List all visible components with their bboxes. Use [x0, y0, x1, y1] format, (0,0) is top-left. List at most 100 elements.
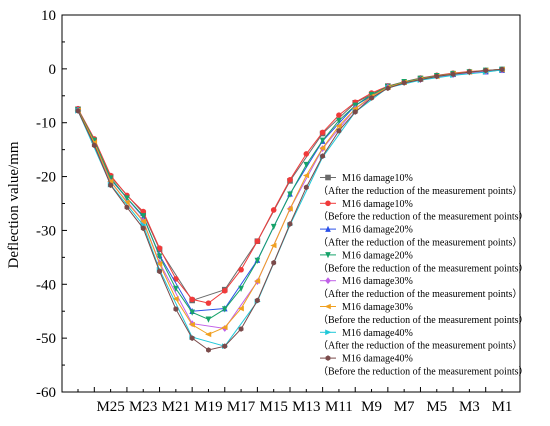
data-point [173, 306, 179, 312]
y-tick-label: 10 [41, 8, 56, 24]
data-point [189, 309, 195, 316]
legend-label: M16 damage10% [342, 199, 413, 210]
legend-marker [325, 174, 331, 181]
data-point [385, 85, 391, 92]
legend-label: M16 damage30% [342, 302, 413, 313]
data-point [188, 321, 195, 328]
legend-note: （After the reduction of the measurement … [318, 340, 522, 352]
data-point [156, 253, 163, 260]
data-point [91, 142, 97, 149]
legend-item: M16 damage20%（After the reduction of the… [318, 225, 522, 249]
data-point [254, 257, 261, 264]
data-point [75, 108, 81, 114]
data-point [466, 69, 472, 75]
data-point [401, 80, 407, 86]
legend-label: M16 damage40% [342, 354, 413, 365]
x-tick-label: M7 [394, 399, 415, 415]
legend-marker [325, 277, 331, 285]
data-point [205, 300, 212, 306]
data-point [189, 335, 195, 341]
data-point [221, 287, 228, 294]
x-tick-label: M21 [162, 399, 190, 415]
legend-item: M16 damage20%（Before the reduction of th… [318, 250, 529, 274]
data-point [303, 184, 309, 191]
x-tick-label: M3 [459, 399, 480, 415]
legend-label: M16 damage30% [342, 276, 413, 287]
legend-note: （Before the reduction of the measurement… [318, 366, 529, 378]
data-point [336, 112, 342, 118]
legend-note: （Before the reduction of the measurement… [318, 262, 529, 274]
data-point [450, 71, 456, 78]
data-point [286, 206, 293, 212]
y-tick-label: -10 [36, 116, 56, 132]
data-point [205, 316, 212, 323]
y-tick-label: 0 [49, 62, 57, 78]
data-point [418, 76, 423, 83]
data-point [270, 242, 277, 249]
legend-note: （Before the reduction of the measurement… [318, 211, 529, 223]
data-point [156, 261, 163, 267]
legend-marker [325, 225, 331, 232]
legend-note: （After the reduction of the measurement … [318, 237, 522, 249]
data-point [287, 177, 293, 183]
data-point [237, 305, 244, 312]
data-point [336, 117, 342, 124]
legend-label: M16 damage20% [342, 250, 413, 261]
data-point [139, 218, 147, 225]
data-point [254, 297, 260, 304]
data-point [221, 306, 228, 313]
data-point [205, 331, 212, 338]
data-point [238, 285, 244, 292]
legend-note: （Before the reduction of the measurement… [318, 314, 529, 326]
data-point [108, 182, 114, 188]
legend-marker [324, 303, 331, 310]
legend-note: （After the reduction of the measurement … [318, 288, 522, 300]
data-point [270, 223, 277, 231]
x-tick-label: M15 [260, 399, 288, 415]
data-point [238, 326, 244, 332]
series-layer [74, 66, 506, 353]
y-tick-label: -60 [36, 385, 56, 401]
data-point [336, 127, 342, 134]
data-point [499, 66, 505, 73]
data-point [434, 73, 440, 80]
x-tick-label: M23 [129, 399, 157, 415]
data-point [302, 172, 310, 179]
data-point [483, 67, 489, 74]
x-tick-label: M5 [426, 399, 447, 415]
data-point [303, 161, 310, 169]
data-point [222, 343, 228, 350]
data-point [270, 207, 277, 213]
data-point [271, 259, 277, 266]
legend: M16 damage10%（After the reduction of the… [318, 173, 529, 378]
data-point [172, 296, 179, 302]
legend-label: M16 damage10% [342, 173, 413, 184]
legend-label: M16 damage40% [342, 328, 413, 339]
data-point [140, 213, 147, 220]
legend-item: M16 damage40%（Before the reduction of th… [318, 354, 529, 378]
data-point [287, 221, 293, 227]
data-point [221, 324, 228, 331]
legend-item: M16 damage10%（Before the reduction of th… [318, 199, 529, 223]
legend-item: M16 damage30%（After the reduction of the… [318, 276, 522, 300]
x-tick-label: M11 [325, 399, 353, 415]
data-point [140, 208, 147, 215]
legend-note: （After the reduction of the measurement … [318, 185, 522, 197]
y-tick-label: -30 [36, 223, 56, 239]
legend-item: M16 damage10%（After the reduction of the… [318, 173, 522, 197]
y-tick-label: -20 [36, 170, 56, 186]
y-tick-label: -50 [36, 331, 56, 347]
data-point [140, 225, 146, 232]
x-tick-label: M25 [96, 399, 124, 415]
data-point [254, 238, 261, 244]
y-tick-label: -40 [36, 277, 56, 293]
data-point [352, 109, 358, 115]
legend-marker [325, 200, 331, 207]
data-point [319, 137, 326, 144]
data-point [124, 204, 130, 211]
data-point [253, 278, 261, 284]
data-point [319, 129, 326, 136]
x-tick-label: M13 [292, 399, 320, 415]
data-point [124, 195, 130, 202]
